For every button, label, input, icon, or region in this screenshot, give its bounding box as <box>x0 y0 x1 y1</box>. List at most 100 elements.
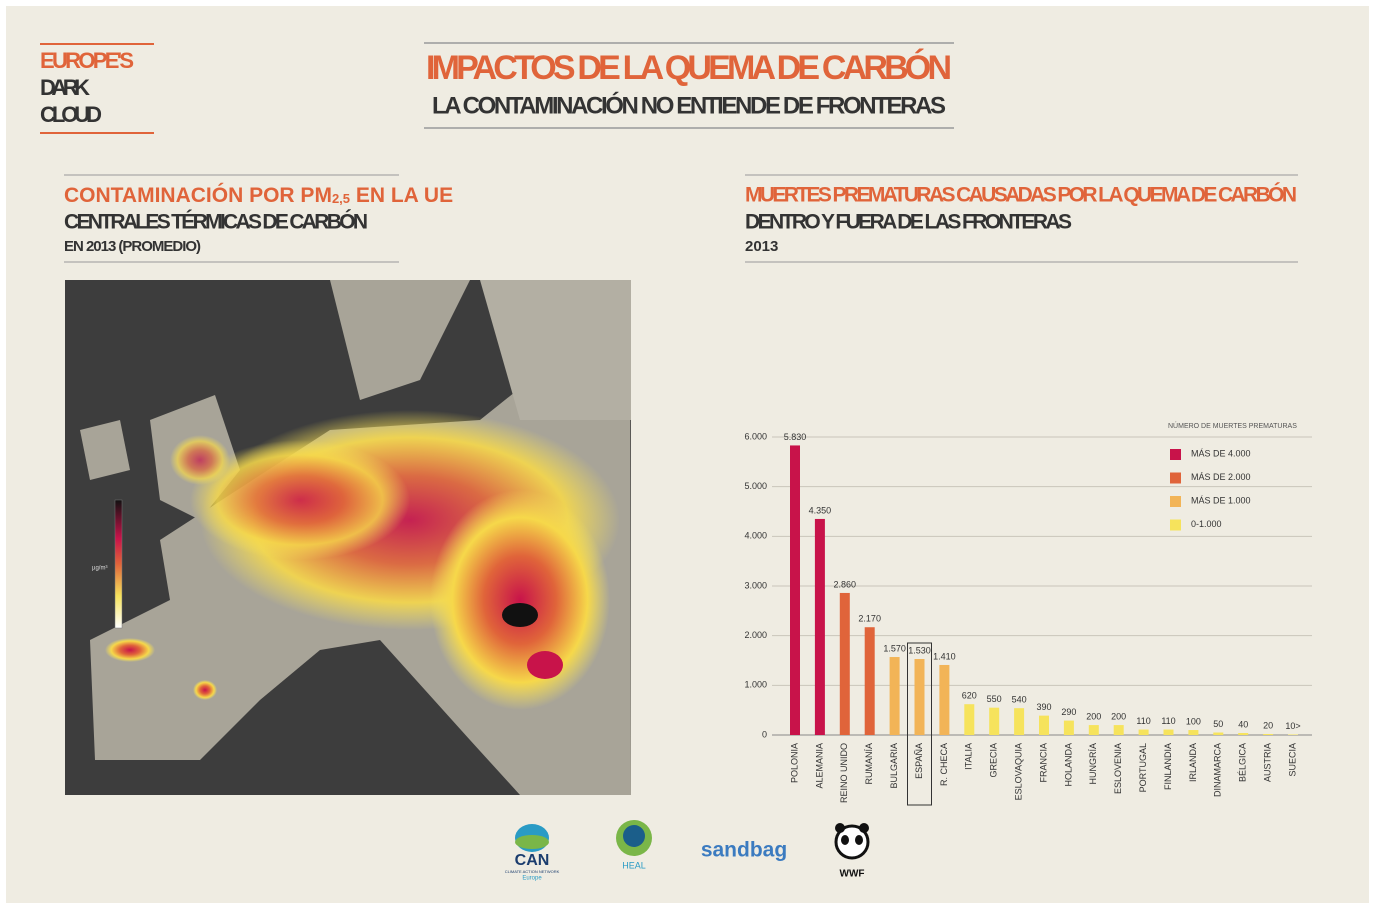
y-tick-label: 0 <box>762 729 767 739</box>
x-tick-label: IRLANDA <box>1188 743 1198 782</box>
map-title-end: EN LA UE <box>350 184 453 207</box>
y-tick-label: 2.000 <box>744 630 767 640</box>
value-label: 540 <box>1012 695 1027 705</box>
value-label: 1.530 <box>908 645 931 655</box>
bar <box>889 657 900 735</box>
bar <box>964 704 975 735</box>
value-label: 2.170 <box>858 614 881 624</box>
bar <box>914 659 925 735</box>
value-label: 50 <box>1213 719 1223 729</box>
sponsor-can-sub: CLIMATE ACTION NETWORK <box>505 869 560 874</box>
value-label: 1.410 <box>933 651 956 661</box>
logo: EUROPE'S DARK CLOUD <box>40 43 154 134</box>
y-tick-label: 5.000 <box>744 481 767 491</box>
x-tick-label: ALEMANIA <box>814 743 824 789</box>
chart-title: MUERTES PREMATURAS CAUSADAS POR LA QUEMA… <box>745 183 1297 207</box>
value-label: 620 <box>962 691 977 701</box>
legend-swatch <box>1170 496 1181 507</box>
value-label: 110 <box>1136 716 1150 726</box>
logo-line: EUROPE'S <box>40 48 134 73</box>
legend-title: NÚMERO DE MUERTES PREMATURAS <box>1168 421 1297 430</box>
x-tick-label: RUMANÍA <box>864 743 874 785</box>
y-tick-label: 4.000 <box>744 531 767 541</box>
y-tick-label: 1.000 <box>744 680 767 690</box>
map-note: EN 2013 (PROMEDIO) <box>64 238 201 255</box>
x-tick-label: BÉLGICA <box>1238 743 1248 782</box>
bar <box>1063 720 1074 735</box>
bar <box>1238 733 1249 735</box>
map-subtitle: CENTRALES TÉRMICAS DE CARBÓN <box>64 210 368 234</box>
legend-label: MÁS DE 2.000 <box>1191 472 1251 482</box>
value-label: 4.350 <box>809 505 832 515</box>
logo-line: DARK <box>40 75 90 100</box>
chart-subtitle: DENTRO Y FUERA DE LAS FRONTERAS <box>745 211 1072 234</box>
legend-label: MÁS DE 1.000 <box>1191 495 1251 505</box>
y-tick-label: 3.000 <box>744 580 767 590</box>
bar <box>989 707 1000 735</box>
bar <box>1039 715 1049 735</box>
bar <box>864 627 875 735</box>
x-tick-label: DINAMARCA <box>1213 743 1223 797</box>
bar <box>939 664 950 735</box>
bar <box>1088 725 1099 735</box>
value-label: 1.570 <box>883 643 906 653</box>
value-label: 5.830 <box>784 432 807 442</box>
map-title: CONTAMINACIÓN POR PM2,5 EN LA UE <box>64 183 453 207</box>
x-tick-label: SUECIA <box>1287 743 1297 777</box>
x-tick-label: GRECIA <box>989 743 999 778</box>
value-label: 550 <box>987 694 1002 704</box>
bar <box>1138 729 1149 735</box>
value-label: 40 <box>1238 719 1248 729</box>
x-tick-label: REINO UNIDO <box>839 743 849 803</box>
sponsors: CAN CLIMATE ACTION NETWORK Europe HEAL s… <box>505 820 870 882</box>
x-tick-label: FRANCIA <box>1038 743 1048 783</box>
x-tick-label: PORTUGAL <box>1138 743 1148 792</box>
legend-label: MÁS DE 4.000 <box>1191 448 1251 458</box>
value-label: 290 <box>1061 707 1076 717</box>
bar <box>1263 734 1274 735</box>
value-label: 200 <box>1086 711 1101 721</box>
x-tick-label: FINLANDIA <box>1163 743 1173 790</box>
main-subtitle: LA CONTAMINACIÓN NO ENTIENDE DE FRONTERA… <box>432 91 946 119</box>
value-label: 2.860 <box>834 579 857 589</box>
x-tick-label: HUNGRÍA <box>1088 743 1098 785</box>
legend-swatch <box>1170 449 1181 460</box>
logo-line: CLOUD <box>40 102 102 127</box>
bar <box>790 445 800 735</box>
bar <box>839 592 850 735</box>
map-unit: µg/m³ <box>92 566 107 572</box>
legend-label: 0-1.000 <box>1191 519 1222 529</box>
sponsor-can-region: Europe <box>522 876 542 882</box>
value-label: 20 <box>1263 720 1273 730</box>
value-label: 200 <box>1111 711 1126 721</box>
legend-swatch <box>1170 472 1181 484</box>
bar <box>1014 708 1025 735</box>
bar <box>1113 725 1124 735</box>
sponsor-can: CAN <box>515 852 550 869</box>
y-tick-label: 6.000 <box>744 431 767 441</box>
map-title-start: CONTAMINACIÓN POR PM <box>64 183 332 207</box>
bar <box>1163 729 1174 735</box>
x-tick-label: ITALIA <box>964 743 974 770</box>
map: µg/m³ <box>65 280 631 795</box>
main-title: IMPACTOS DE LA QUEMA DE CARBÓN <box>426 49 952 87</box>
value-label: 390 <box>1036 702 1051 712</box>
x-tick-label: HOLANDA <box>1063 743 1073 787</box>
x-tick-label: POLONIA <box>789 743 799 783</box>
bar <box>1213 732 1224 735</box>
legend-swatch <box>1170 519 1181 531</box>
sponsor-sandbag: sandbag <box>701 839 787 862</box>
x-tick-label: ESLOVAQUIA <box>1013 743 1023 800</box>
highlight-box <box>907 642 932 806</box>
map-title-sub: 2,5 <box>332 191 350 206</box>
value-label: 100 <box>1186 716 1201 726</box>
x-tick-label: BULGARIA <box>889 743 899 789</box>
sponsor-heal: HEAL <box>622 860 646 870</box>
x-tick-label: R. CHECA <box>939 743 949 786</box>
value-label: 10> <box>1285 721 1300 731</box>
value-label: 110 <box>1161 716 1175 726</box>
bar <box>1188 730 1199 735</box>
sponsor-wwf: WWF <box>840 869 865 880</box>
x-tick-label: AUSTRIA <box>1262 743 1272 782</box>
